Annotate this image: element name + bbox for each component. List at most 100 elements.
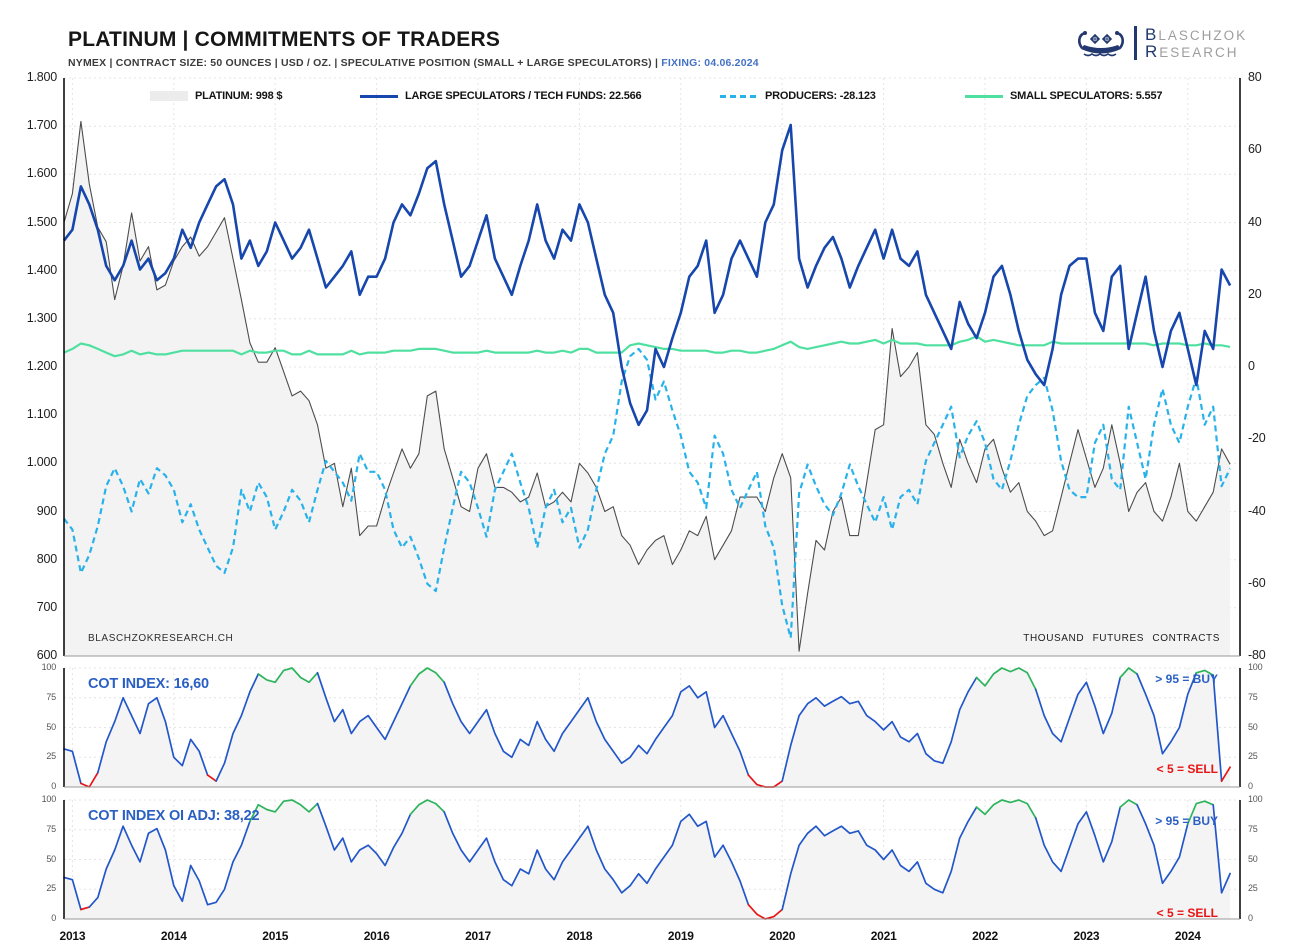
price-axis-tick: 700 — [36, 599, 57, 614]
cot-axis-tick: 0 — [51, 781, 56, 791]
cot-index-oi-adj-line-segment — [1136, 803, 1189, 885]
x-axis-year-label: 2014 — [160, 929, 187, 943]
cot-index-oi-adj-line-segment — [443, 811, 750, 906]
cot-axis-tick: 100 — [41, 794, 57, 804]
x-axis-year-label: 2022 — [972, 929, 998, 943]
x-axis-year-label: 2021 — [870, 929, 897, 943]
cot-axis-tick: 0 — [1248, 913, 1253, 923]
cot-index-line-segment — [1212, 674, 1223, 782]
price-axis-tick: 1.500 — [26, 214, 57, 229]
cot-axis-tick: 25 — [1248, 883, 1258, 894]
cot-index-line-segment — [96, 696, 209, 776]
cot-index-oi-adj-line-segment — [316, 802, 412, 867]
price-axis-tick: 1.400 — [26, 262, 57, 277]
price-axis-tick: 1.300 — [26, 310, 57, 325]
right-axis-unit-note: THOUSAND FUTURES CONTRACTS — [1023, 633, 1220, 644]
cot-oi-buy-threshold-note: > 95 = BUY — [1155, 814, 1218, 828]
viking-ship-icon — [1078, 31, 1124, 57]
contracts-axis-tick: -80 — [1248, 648, 1266, 662]
cot-index-line-segment — [316, 671, 412, 741]
x-axis-year-label: 2020 — [769, 929, 796, 943]
cot-index-line-segment — [409, 667, 446, 687]
logo-line1-initial: B — [1145, 25, 1159, 44]
price-axis-tick: 800 — [36, 551, 57, 566]
blaschzok-research-logo: BLASCHZOK RESEARCH — [1076, 22, 1247, 64]
cot-axis-tick: 0 — [1248, 781, 1253, 791]
cot-axis-tick: 25 — [46, 883, 56, 894]
price-axis-tick: 1.200 — [26, 359, 57, 373]
cot-axis-tick: 50 — [1248, 721, 1258, 732]
x-axis-year-label: 2016 — [363, 929, 390, 943]
legend-label: LARGE SPECULATORS / TECH FUNDS: 22.566 — [405, 90, 642, 102]
cot-buy-threshold-note: > 95 = BUY — [1155, 672, 1218, 686]
legend-swatch — [965, 94, 1003, 98]
legend-item-small-speculators: SMALL SPECULATORS: 5.557 — [965, 88, 1162, 104]
cot-index-oi-adj-line-segment — [63, 876, 82, 911]
x-axis-year-label: 2013 — [59, 929, 86, 943]
cot-axis-tick: 75 — [46, 823, 56, 834]
cot-index-line-segment — [975, 667, 1037, 691]
x-axis-year-label: 2018 — [566, 929, 593, 943]
legend-swatch — [150, 91, 188, 101]
cot-axis-tick: 25 — [1248, 751, 1258, 762]
cot-index-oi-adj-line-segment — [88, 820, 251, 908]
cot-index-line-segment — [1034, 676, 1122, 743]
large-speculators-line — [62, 123, 1232, 427]
price-axis-tick: 1.700 — [26, 118, 57, 133]
cot-index-oi-adj-line-segment — [249, 799, 319, 823]
contracts-axis-tick: -40 — [1248, 503, 1266, 518]
cot-index-label: COT INDEX: 16,60 — [88, 676, 209, 692]
legend-swatch — [360, 94, 398, 98]
x-axis-year-label: 2015 — [262, 929, 289, 943]
cot-axis-tick: 50 — [46, 853, 56, 864]
cot-index-line-segment — [1136, 671, 1198, 755]
cot-index-oi-adj-line-segment — [80, 906, 91, 911]
contracts-axis-tick: 0 — [1248, 359, 1255, 373]
page-title: PLATINUM | COMMITMENTS OF TRADERS — [68, 28, 501, 51]
legend-item-producers: PRODUCERS: -28.123 — [720, 88, 876, 104]
cot-index-line-segment — [257, 667, 319, 684]
legend-item-large-speculators-tech-funds: LARGE SPECULATORS / TECH FUNDS: 22.566 — [360, 88, 642, 104]
contracts-axis-tick: 20 — [1248, 286, 1262, 301]
chart-subtitle: NYMEX | CONTRACT SIZE: 50 OUNCES | USD /… — [68, 57, 759, 69]
cot-axis-tick: 100 — [41, 662, 57, 672]
cot-axis-tick: 75 — [46, 691, 56, 702]
cot-index-oi-adj-line-segment — [1212, 803, 1231, 894]
price-axis-tick: 1.000 — [26, 455, 57, 470]
cot-index-line-segment — [215, 673, 260, 782]
price-axis-tick: 1.800 — [26, 70, 57, 84]
cot-index-line-segment — [443, 681, 750, 776]
watermark: BLASCHZOKRESEARCH.CH — [88, 633, 234, 644]
price-axis-tick: 900 — [36, 503, 57, 518]
cot-oi-sell-threshold-note: < 5 = SELL — [1156, 906, 1218, 920]
cot-axis-tick: 100 — [1248, 794, 1263, 804]
cot-index-line-segment — [1119, 667, 1138, 679]
cot-axis-tick: 100 — [1248, 662, 1263, 672]
contracts-axis-tick: 60 — [1248, 142, 1262, 157]
x-axis-year-label: 2019 — [667, 929, 694, 943]
cot-axis-tick: 50 — [1248, 853, 1258, 864]
logo-line1-rest: LASCHZOK — [1158, 28, 1248, 43]
logo-line2-rest: ESEARCH — [1159, 45, 1239, 60]
producers-line — [63, 347, 1232, 639]
cot-index-line-segment — [63, 748, 82, 785]
legend-label: PLATINUM: 998 $ — [195, 90, 283, 102]
x-axis-year-label: 2017 — [465, 929, 491, 943]
cot-index-oi-adj-line-segment — [975, 799, 1037, 819]
cot-index-oi-adj-line-segment — [1186, 800, 1215, 825]
price-axis-tick: 1.100 — [26, 407, 57, 422]
x-axis-year-label: 2023 — [1073, 929, 1100, 943]
cot-index-line-segment — [1220, 766, 1231, 782]
legend-label: PRODUCERS: -28.123 — [765, 90, 876, 102]
cot-axis-tick: 0 — [51, 913, 56, 923]
contracts-axis-tick: 80 — [1248, 70, 1262, 84]
cot-index-area-fill — [64, 668, 1231, 787]
cot-axis-tick: 75 — [1248, 691, 1258, 702]
cot-index-oi-adj-area-fill — [64, 800, 1231, 919]
cot-index-oi-adj-line-segment — [1034, 806, 1122, 873]
cot-index-line-segment — [781, 676, 978, 782]
x-axis-year-label: 2024 — [1174, 929, 1201, 943]
cot-index-oi-adj-line-segment — [1119, 799, 1138, 808]
